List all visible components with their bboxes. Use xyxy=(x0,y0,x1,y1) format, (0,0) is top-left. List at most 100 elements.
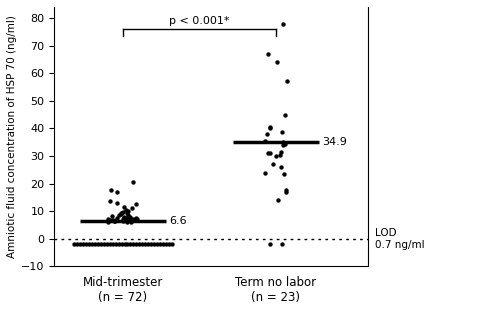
Point xyxy=(133,217,141,222)
Point xyxy=(102,241,110,246)
Point xyxy=(122,207,130,212)
Text: 34.9: 34.9 xyxy=(322,137,346,147)
Point xyxy=(107,188,115,193)
Point xyxy=(124,217,132,222)
Point xyxy=(110,219,118,224)
Point xyxy=(266,126,274,131)
Point xyxy=(260,138,268,143)
Point xyxy=(126,215,134,220)
Point xyxy=(266,241,274,246)
Point xyxy=(274,197,282,202)
Point xyxy=(94,241,102,246)
Point xyxy=(278,241,286,246)
Text: p < 0.001*: p < 0.001* xyxy=(169,16,230,26)
Point xyxy=(120,214,128,219)
Point xyxy=(113,189,121,194)
Point xyxy=(114,241,122,246)
Point xyxy=(264,51,272,56)
Point xyxy=(266,151,274,156)
Point xyxy=(119,219,127,224)
Point xyxy=(120,216,128,221)
Point xyxy=(120,209,128,214)
Point xyxy=(108,241,116,246)
Point xyxy=(79,241,87,246)
Point xyxy=(104,220,112,225)
Point xyxy=(109,218,117,223)
Point xyxy=(274,60,281,65)
Point xyxy=(88,241,96,246)
Point xyxy=(91,241,99,246)
Point xyxy=(130,241,138,246)
Text: LOD
0.7 ng/ml: LOD 0.7 ng/ml xyxy=(374,228,424,249)
Point xyxy=(264,151,272,156)
Point xyxy=(128,220,136,225)
Point xyxy=(126,216,134,220)
Point xyxy=(165,241,173,246)
Point xyxy=(278,140,286,145)
Point xyxy=(122,210,130,215)
Point xyxy=(150,241,158,246)
Point xyxy=(120,241,128,246)
Point xyxy=(120,205,128,210)
Point xyxy=(108,214,116,219)
Point xyxy=(70,241,78,246)
Point xyxy=(276,165,284,169)
Point xyxy=(159,241,167,246)
Point xyxy=(112,215,120,220)
Point xyxy=(117,211,125,216)
Point xyxy=(123,219,131,224)
Point xyxy=(129,180,137,185)
Point xyxy=(127,218,135,223)
Point xyxy=(112,241,120,246)
Point xyxy=(128,206,136,211)
Point xyxy=(282,188,290,193)
Point xyxy=(278,21,286,26)
Point xyxy=(106,199,114,204)
Point xyxy=(282,189,290,194)
Point xyxy=(132,202,140,207)
Point xyxy=(126,219,134,224)
Point xyxy=(144,241,152,246)
Point xyxy=(100,241,108,246)
Point xyxy=(117,211,125,216)
Point xyxy=(142,241,150,246)
Point xyxy=(168,241,176,246)
Point xyxy=(118,241,126,246)
Point xyxy=(114,200,122,205)
Point xyxy=(136,241,143,246)
Point xyxy=(147,241,155,246)
Point xyxy=(266,124,274,129)
Point xyxy=(82,241,90,246)
Point xyxy=(260,170,268,175)
Point xyxy=(162,241,170,246)
Point xyxy=(124,212,132,217)
Point xyxy=(132,241,140,246)
Point xyxy=(283,79,291,84)
Point xyxy=(279,142,287,147)
Point xyxy=(269,162,277,167)
Point xyxy=(115,213,123,218)
Point xyxy=(104,216,112,221)
Point xyxy=(126,241,134,246)
Point xyxy=(128,216,136,221)
Point xyxy=(138,241,146,246)
Point xyxy=(85,241,93,246)
Text: 6.6: 6.6 xyxy=(169,216,186,225)
Point xyxy=(153,241,161,246)
Point xyxy=(278,149,285,154)
Point xyxy=(76,241,84,246)
Y-axis label: Amniotic fluid concentration of HSP 70 (ng/ml): Amniotic fluid concentration of HSP 70 (… xyxy=(7,15,17,258)
Point xyxy=(124,209,132,214)
Point xyxy=(97,241,105,246)
Point xyxy=(276,152,284,157)
Point xyxy=(110,218,118,223)
Point xyxy=(272,153,280,158)
Point xyxy=(73,241,81,246)
Point xyxy=(106,241,114,246)
Point xyxy=(132,215,140,220)
Point xyxy=(278,130,286,135)
Point xyxy=(280,171,287,176)
Point xyxy=(280,112,288,117)
Point xyxy=(124,241,132,246)
Point xyxy=(106,217,114,222)
